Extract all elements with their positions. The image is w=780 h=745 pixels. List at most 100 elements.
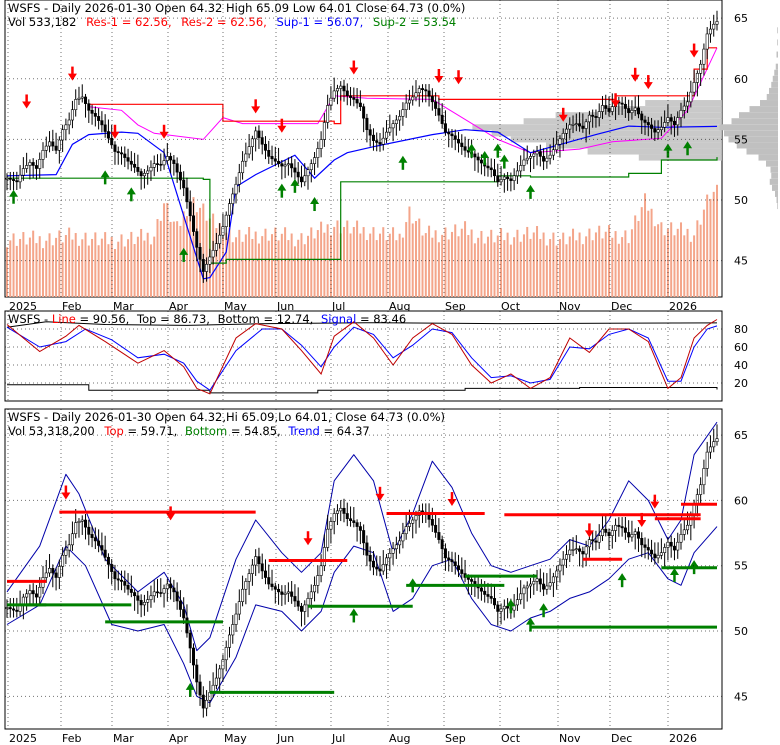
- candle-body: [702, 468, 706, 486]
- channel-header-bottom-label: Bottom: [185, 424, 227, 438]
- candle-body: [457, 139, 461, 144]
- candle-body: [84, 519, 88, 528]
- candle-body: [502, 176, 506, 180]
- candle-body: [191, 647, 195, 666]
- candle-body: [342, 85, 346, 92]
- volume-bar: [437, 242, 440, 297]
- down-arrow-head: [159, 131, 169, 139]
- candle-body: [486, 594, 490, 597]
- candle-body: [123, 153, 127, 158]
- volume-bar: [621, 237, 624, 297]
- up-arrow-head: [408, 578, 418, 586]
- volume-bar: [251, 238, 254, 297]
- candle-body: [496, 604, 500, 612]
- candle-body: [479, 159, 483, 164]
- volume-profile-overlay: [546, 142, 722, 149]
- candle-body: [136, 595, 140, 601]
- candle-body: [21, 596, 25, 605]
- candle-body: [70, 109, 74, 121]
- volume-bar: [55, 237, 58, 297]
- price-header-res2: Res-2 = 62.56,: [181, 15, 267, 29]
- channel-header-bottom-value: = 54.85,: [231, 424, 281, 438]
- up-arrow-head: [290, 178, 300, 186]
- candle-body: [653, 553, 657, 559]
- volume-bar: [133, 244, 136, 297]
- volume-bar: [365, 240, 368, 297]
- channel-header-top-label: Top: [103, 424, 123, 438]
- volume-profile-overlay: [638, 154, 722, 161]
- candle-body: [8, 607, 12, 610]
- x-tick-label: Oct: [501, 300, 521, 313]
- volume-bar: [516, 229, 519, 297]
- volume-profile-bar: [746, 148, 778, 155]
- candle-body: [604, 528, 608, 533]
- volume-bar: [94, 232, 97, 297]
- candle-body: [322, 122, 326, 140]
- candle-body: [299, 176, 303, 183]
- volume-profile-overlay: [587, 148, 722, 155]
- candle-body: [430, 519, 434, 526]
- down-arrow-head: [375, 493, 385, 501]
- price-x-axis: 2025 Feb Mar Apr May Jun Jul Aug Sep Oct Nov Dec 202…: [7, 0, 697, 313]
- volume-bar: [506, 232, 509, 297]
- x-tick-label: Mar: [113, 732, 134, 745]
- candle-body: [447, 131, 451, 135]
- candle-body: [18, 174, 22, 183]
- candle-body: [303, 175, 307, 183]
- candle-body: [38, 159, 42, 169]
- candle-body: [129, 588, 133, 593]
- volume-bar: [149, 244, 152, 297]
- candle-body: [123, 581, 127, 586]
- volume-bar: [225, 232, 228, 297]
- volume-bar: [28, 237, 31, 297]
- candle-body: [515, 170, 519, 177]
- volume-bar: [467, 235, 470, 297]
- candle-body: [607, 532, 611, 536]
- candle-body: [12, 608, 16, 611]
- candle-body: [322, 547, 326, 567]
- volume-bar: [522, 234, 525, 297]
- candle-body: [574, 123, 578, 125]
- candle-body: [270, 583, 274, 587]
- candle-body: [597, 535, 601, 543]
- volume-bar: [221, 237, 224, 297]
- volume-bar: [19, 238, 22, 297]
- candle-body: [231, 624, 235, 636]
- candle-body: [421, 510, 425, 513]
- y-tick-label: 80: [734, 323, 748, 336]
- candle-body: [120, 579, 124, 582]
- volume-bar: [470, 229, 473, 297]
- candle-body: [133, 163, 137, 168]
- candle-body: [663, 122, 667, 128]
- x-tick-label: 2025: [9, 300, 37, 313]
- volume-bar: [441, 234, 444, 297]
- candle-body: [486, 165, 490, 169]
- volume-bar: [418, 218, 421, 297]
- candle-body: [113, 571, 117, 580]
- candle-body: [51, 568, 55, 574]
- candle-body: [636, 531, 640, 539]
- candle-body: [214, 243, 218, 251]
- volume-bar: [388, 233, 391, 297]
- candle-body: [457, 565, 461, 570]
- candle-body: [496, 175, 500, 183]
- candle-body: [221, 659, 225, 670]
- candle-body: [466, 577, 470, 580]
- candle-body: [25, 165, 29, 169]
- volume-bar: [22, 232, 25, 297]
- candle-body: [93, 537, 97, 542]
- candle-body: [483, 590, 487, 595]
- volume-bar: [585, 236, 588, 297]
- candle-body: [283, 592, 287, 595]
- candle-body: [286, 163, 290, 166]
- candle-body: [296, 600, 300, 607]
- candle-body: [218, 234, 222, 244]
- candle-body: [152, 591, 156, 597]
- x-tick-label: Mar: [113, 300, 134, 313]
- down-arrow-head: [650, 501, 660, 509]
- candle-body: [578, 123, 582, 127]
- volume-bar: [575, 240, 578, 297]
- candle-body: [489, 167, 493, 171]
- x-tick-label: Jun: [276, 300, 294, 313]
